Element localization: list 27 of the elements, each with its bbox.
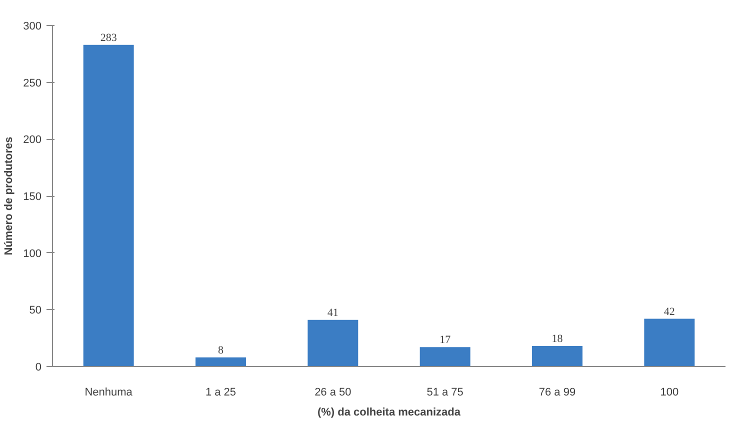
y-tick-label: 50 [29, 304, 42, 317]
bar [308, 320, 358, 366]
data-label: 8 [218, 344, 224, 356]
y-tick-label: 300 [23, 20, 42, 32]
bar [532, 346, 582, 366]
x-tick-label: Nenhuma [84, 386, 134, 398]
data-label: 283 [100, 32, 118, 44]
x-tick-label: 76 a 99 [538, 386, 576, 398]
y-tick-label: 200 [23, 134, 42, 146]
bar [644, 318, 695, 366]
y-tick-label: 100 [23, 248, 42, 260]
data-label: 17 [440, 334, 452, 346]
y-tick-label: 0 [35, 362, 42, 374]
y-tick-label: 150 [23, 191, 42, 203]
bar [196, 357, 246, 366]
y-axis-title: Número de produtores [3, 136, 16, 256]
bar [83, 44, 134, 366]
x-axis-title: (%) da colheita mecanizada [317, 406, 462, 418]
bar [420, 347, 470, 366]
x-tick-label: 26 a 50 [314, 386, 352, 398]
data-label: 18 [552, 333, 564, 346]
data-label: 41 [327, 306, 338, 319]
x-tick-label: 51 a 75 [426, 386, 464, 398]
data-label: 42 [664, 306, 675, 318]
x-tick-label: 1 a 25 [205, 386, 236, 398]
x-tick-label: 100 [660, 386, 679, 398]
y-tick-label: 250 [23, 77, 42, 90]
